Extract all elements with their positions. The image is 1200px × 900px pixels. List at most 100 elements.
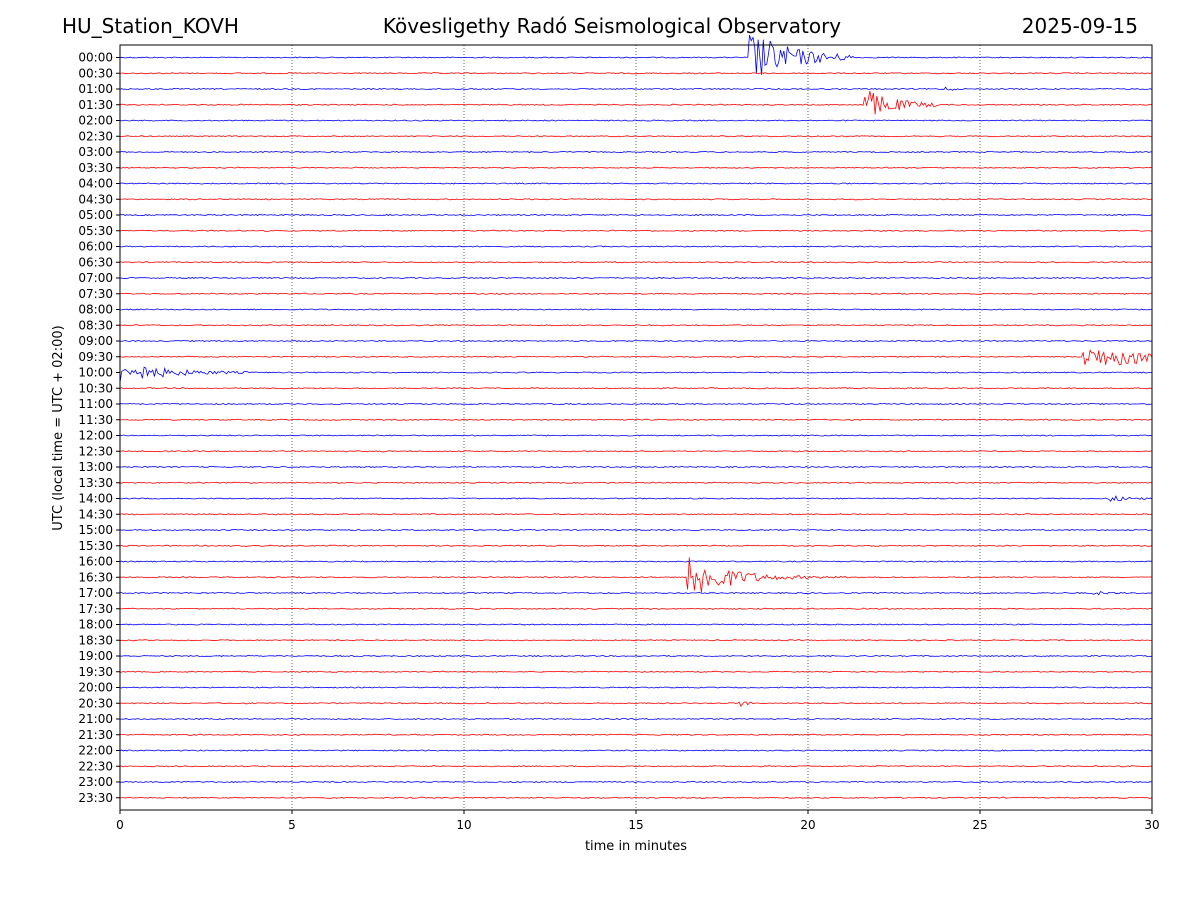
y-tick-label: 23:30 <box>78 791 113 805</box>
y-tick-label: 00:00 <box>78 51 113 65</box>
trace-0030 <box>119 72 1153 75</box>
y-tick-label: 03:30 <box>78 161 113 175</box>
y-tick-label: 08:30 <box>78 318 113 332</box>
x-axis-ticks: 0 5 10 15 20 25 30 <box>116 810 1160 832</box>
x-tick-label: 5 <box>288 818 296 832</box>
trace-0400 <box>119 182 1153 185</box>
y-tick-label: 05:00 <box>78 208 113 222</box>
x-axis-label: time in minutes <box>585 839 687 854</box>
trace-1400 <box>119 495 1153 502</box>
trace-0330 <box>119 166 1153 169</box>
trace-2330 <box>119 796 1153 799</box>
x-tick-label: 30 <box>1144 818 1159 832</box>
y-tick-label: 06:00 <box>78 240 113 254</box>
trace-1830 <box>119 639 1153 642</box>
y-tick-label: 14:30 <box>78 507 113 521</box>
y-tick-label: 07:00 <box>78 271 113 285</box>
trace-0700 <box>119 277 1153 279</box>
trace-0900 <box>119 340 1153 342</box>
y-tick-label: 12:30 <box>78 444 113 458</box>
y-tick-label: 17:30 <box>78 602 113 616</box>
y-tick-label: 20:30 <box>78 696 113 710</box>
trace-0100 <box>119 86 1153 91</box>
y-tick-label: 18:00 <box>78 618 113 632</box>
y-tick-label: 21:00 <box>78 712 113 726</box>
trace-1000 <box>119 366 1152 383</box>
y-tick-label: 16:30 <box>78 570 113 584</box>
trace-0600 <box>119 245 1153 248</box>
y-tick-label: 18:30 <box>78 633 113 647</box>
trace-1730 <box>119 607 1153 610</box>
y-tick-label: 02:00 <box>78 114 113 128</box>
trace-1700 <box>119 591 1153 596</box>
y-tick-label: 04:30 <box>78 192 113 206</box>
y-tick-label: 19:30 <box>78 665 113 679</box>
trace-0300 <box>119 151 1153 153</box>
trace-2230 <box>119 765 1153 768</box>
trace-1500 <box>119 529 1153 531</box>
trace-2030 <box>119 701 1153 708</box>
y-tick-label: 01:00 <box>78 82 113 96</box>
trace-2000 <box>119 686 1153 689</box>
trace-0730 <box>119 292 1153 295</box>
y-tick-label: 07:30 <box>78 287 113 301</box>
trace-0500 <box>119 214 1153 216</box>
chart-title: Kövesligethy Radó Seismological Observat… <box>382 14 842 38</box>
y-tick-label: 20:00 <box>78 681 113 695</box>
y-tick-label: 12:00 <box>78 429 113 443</box>
chart-date: 2025-09-15 <box>1021 14 1138 38</box>
trace-0830 <box>119 324 1153 327</box>
trace-1900 <box>119 655 1153 657</box>
trace-1630 <box>119 557 1153 593</box>
trace-0200 <box>119 119 1153 122</box>
grid-lines <box>291 45 981 810</box>
trace-1930 <box>119 670 1153 673</box>
y-tick-label: 17:00 <box>78 586 113 600</box>
trace-1600 <box>119 560 1153 563</box>
trace-1130 <box>119 418 1153 421</box>
seismic-traces <box>119 34 1153 799</box>
trace-1430 <box>119 513 1153 516</box>
trace-1100 <box>120 403 1153 405</box>
x-tick-label: 20 <box>800 818 815 832</box>
y-tick-label: 11:00 <box>78 397 113 411</box>
y-tick-label: 22:30 <box>78 759 113 773</box>
y-tick-label: 03:00 <box>78 145 113 159</box>
trace-0930 <box>119 349 1153 366</box>
y-tick-label: 00:30 <box>78 66 113 80</box>
trace-0530 <box>119 229 1153 232</box>
y-tick-label: 15:00 <box>78 523 113 537</box>
y-tick-label: 10:00 <box>78 366 113 380</box>
x-tick-label: 25 <box>972 818 987 832</box>
trace-1230 <box>119 450 1153 453</box>
y-tick-label: 16:00 <box>78 555 113 569</box>
y-tick-label: 10:30 <box>78 381 113 395</box>
trace-1800 <box>120 623 1153 626</box>
y-tick-label: 11:30 <box>78 413 113 427</box>
x-tick-label: 15 <box>628 818 643 832</box>
trace-2200 <box>119 749 1153 752</box>
y-tick-label: 05:30 <box>78 224 113 238</box>
y-tick-label: 23:00 <box>78 775 113 789</box>
y-tick-label: 14:00 <box>78 492 113 506</box>
trace-0000 <box>119 34 1153 75</box>
y-tick-label: 21:30 <box>78 728 113 742</box>
station-name: HU_Station_KOVH <box>62 14 239 38</box>
trace-0230 <box>119 135 1153 138</box>
trace-1300 <box>120 466 1153 468</box>
y-tick-label: 15:30 <box>78 539 113 553</box>
y-tick-label: 13:30 <box>78 476 113 490</box>
trace-1030 <box>119 387 1153 390</box>
trace-0130 <box>119 91 1153 115</box>
x-tick-label: 10 <box>456 818 471 832</box>
y-tick-label: 06:30 <box>78 255 113 269</box>
y-tick-label: 13:00 <box>78 460 113 474</box>
y-tick-label: 04:00 <box>78 177 113 191</box>
y-tick-label: 09:00 <box>78 334 113 348</box>
y-tick-label: 22:00 <box>78 744 113 758</box>
y-tick-label: 01:30 <box>78 98 113 112</box>
trace-2100 <box>120 718 1153 720</box>
trace-2130 <box>119 733 1153 736</box>
